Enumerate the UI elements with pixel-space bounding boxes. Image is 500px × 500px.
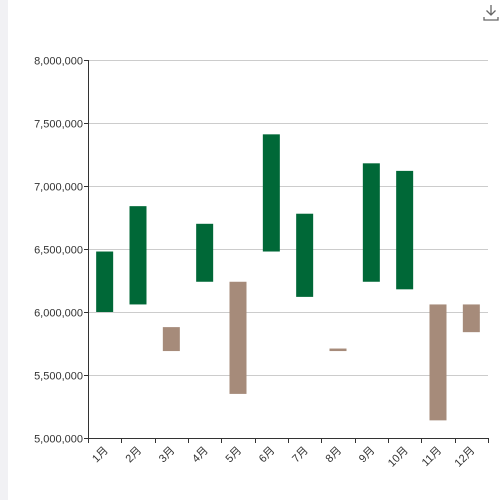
download-icon (483, 5, 499, 21)
x-tick-label: 11月 (420, 445, 444, 469)
range-bar-2[interactable] (129, 206, 147, 305)
y-tick-label: 5,500,000 (34, 371, 83, 383)
chart-panel: 5,000,000 5,500,000 6,000,000 6,500,000 7,00… (8, 0, 500, 500)
range-bar-9[interactable] (362, 163, 380, 282)
axis-layer (84, 60, 489, 443)
download-button[interactable] (482, 4, 500, 22)
range-bar-3[interactable] (162, 327, 180, 352)
range-bar-11[interactable] (429, 304, 447, 421)
y-tick-label: 7,500,000 (34, 119, 83, 131)
x-tick-label: 1月 (90, 445, 111, 466)
range-bar-8[interactable] (329, 348, 347, 352)
x-tick-label: 12月 (453, 445, 478, 470)
x-tick-label: 6月 (257, 445, 278, 466)
y-tick-label: 5,000,000 (34, 434, 83, 446)
grid-layer (88, 60, 488, 439)
bar-layer (96, 134, 480, 421)
x-tick-label: 5月 (224, 445, 245, 466)
range-bar-6[interactable] (262, 134, 280, 252)
y-tick-label: 6,500,000 (34, 245, 83, 257)
y-tick-label: 8,000,000 (34, 56, 83, 68)
y-tick-label: 6,000,000 (34, 308, 83, 320)
range-bar-7[interactable] (296, 213, 314, 297)
x-tick-label: 9月 (357, 445, 378, 466)
range-bar-10[interactable] (396, 170, 414, 290)
x-tick-label: 3月 (157, 445, 178, 466)
range-bar-12[interactable] (462, 304, 480, 333)
x-tick-label: 10月 (386, 445, 411, 470)
x-tick-label: 8月 (324, 445, 345, 466)
range-bar-5[interactable] (229, 281, 247, 394)
y-tick-label: 7,000,000 (34, 182, 83, 194)
range-bar-1[interactable] (96, 251, 114, 312)
x-tick-label: 7月 (290, 445, 311, 466)
range-bar-chart: 5,000,000 5,500,000 6,000,000 6,500,000 7,00… (34, 56, 489, 470)
x-tick-label: 4月 (190, 445, 211, 466)
x-tick-label: 2月 (124, 445, 145, 466)
range-bar-4[interactable] (196, 223, 214, 282)
